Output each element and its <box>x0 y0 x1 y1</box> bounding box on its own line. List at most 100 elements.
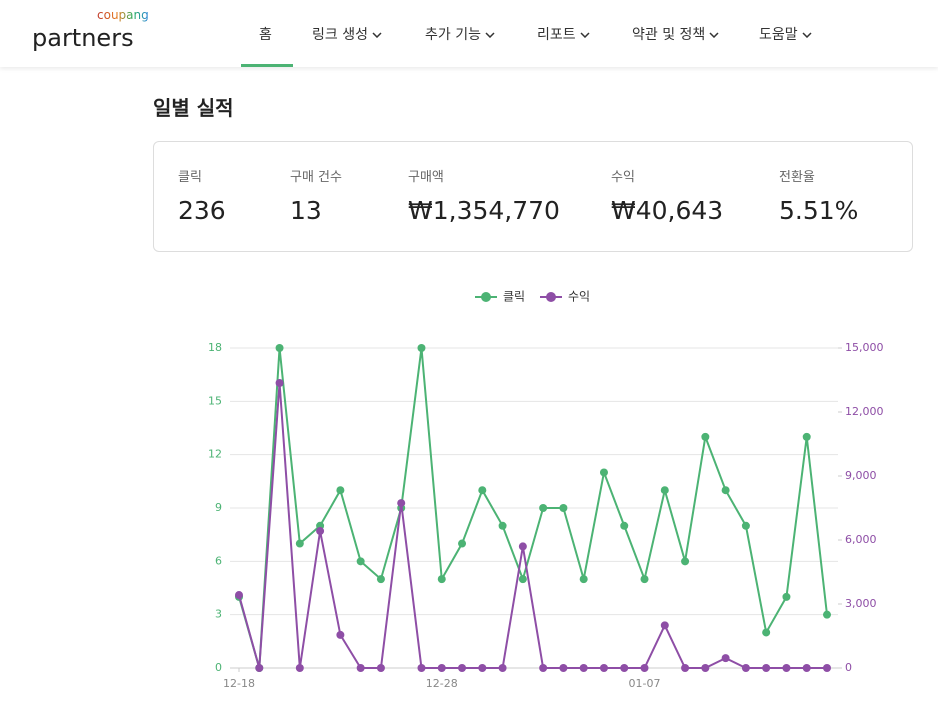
data-point <box>660 486 669 495</box>
stat-value: 236 <box>178 196 226 225</box>
data-point <box>782 664 791 672</box>
data-point <box>701 432 710 441</box>
y2-tick-label: 3,000 <box>845 597 877 610</box>
data-point <box>255 664 264 672</box>
data-point <box>640 664 649 672</box>
y2-tick-label: 15,000 <box>845 341 884 354</box>
y2-tick-label: 0 <box>845 661 852 674</box>
data-point <box>437 664 446 672</box>
y-tick-label: 9 <box>215 501 222 514</box>
data-point <box>741 664 750 672</box>
y-tick-label: 6 <box>215 554 222 567</box>
data-point <box>782 592 791 601</box>
data-point <box>559 664 568 672</box>
data-point <box>478 486 487 495</box>
nav-item[interactable]: 링크 생성 <box>312 24 382 44</box>
data-point <box>437 575 446 584</box>
nav-item[interactable]: 추가 기능 <box>425 24 495 44</box>
nav-label: 링크 생성 <box>312 27 368 43</box>
series-line <box>238 382 827 669</box>
y-tick-label: 3 <box>215 608 222 621</box>
data-point <box>823 664 831 672</box>
data-point <box>802 664 811 672</box>
data-point <box>336 486 345 495</box>
data-point <box>376 664 385 672</box>
data-point <box>498 664 507 672</box>
logo-text: partners <box>32 24 134 52</box>
y2-tick-label: 12,000 <box>845 405 884 418</box>
stat-value: ₩1,354,770 <box>408 196 560 225</box>
data-point <box>762 664 771 672</box>
data-point <box>681 664 690 672</box>
data-point <box>336 630 345 639</box>
data-point <box>802 432 811 441</box>
data-point <box>498 521 507 530</box>
y-tick-label: 18 <box>208 341 222 354</box>
data-point <box>458 539 467 548</box>
data-point <box>397 499 406 508</box>
data-point <box>275 344 284 352</box>
data-point <box>417 344 426 352</box>
stat-label: 수익 <box>611 170 635 185</box>
data-point <box>356 664 365 672</box>
page-title: 일별 실적 <box>153 96 234 120</box>
stat-value: ₩40,643 <box>611 196 724 225</box>
data-point <box>518 575 527 584</box>
data-point <box>681 557 690 566</box>
y-tick-label: 15 <box>208 394 222 407</box>
x-tick-label: 01-07 <box>629 677 661 690</box>
nav-label: 리포트 <box>537 27 576 43</box>
chart: 0 3 6 9 12 15 18 0 3,000 6,000 9,000 12,000 15,000 12… <box>208 290 884 691</box>
nav-label: 도움말 <box>759 27 798 43</box>
series-line <box>238 347 828 669</box>
data-point <box>721 654 730 663</box>
data-point <box>640 575 649 584</box>
nav-label: 약관 및 정책 <box>632 27 706 43</box>
data-point <box>599 468 608 477</box>
active-underline <box>241 64 293 67</box>
data-point <box>539 504 548 512</box>
data-point <box>458 664 467 672</box>
data-point <box>660 621 669 630</box>
data-point <box>376 575 385 584</box>
logo-top: coupang <box>97 8 149 22</box>
data-point <box>417 664 426 672</box>
data-point <box>741 521 750 530</box>
stat-value: 13 <box>290 196 322 225</box>
legend-dot <box>481 292 491 302</box>
legend-label: 수익 <box>568 290 590 304</box>
data-point <box>579 575 588 584</box>
nav-label: 추가 기능 <box>425 27 481 43</box>
x-tick-label: 12-28 <box>426 677 458 690</box>
stat-value: 5.51% <box>779 196 859 225</box>
nav-item[interactable]: 홈 <box>259 24 272 44</box>
data-point <box>316 527 325 536</box>
stat-label: 클릭 <box>178 170 202 185</box>
data-point <box>721 486 730 495</box>
y-tick-label: 12 <box>208 448 222 461</box>
y-tick-label: 0 <box>215 661 222 674</box>
y2-tick-label: 9,000 <box>845 469 877 482</box>
legend-label: 클릭 <box>503 290 525 304</box>
data-point <box>539 664 548 672</box>
data-point <box>295 664 304 672</box>
data-point <box>762 628 771 637</box>
x-tick-label: 12-18 <box>223 677 255 690</box>
nav-item[interactable]: 리포트 <box>537 24 590 44</box>
legend-dot <box>546 292 556 302</box>
stat-label: 구매액 <box>408 170 444 185</box>
nav-label: 홈 <box>259 27 272 43</box>
data-point <box>701 664 710 672</box>
data-point <box>559 504 568 512</box>
data-point <box>235 591 243 600</box>
data-point <box>275 378 284 387</box>
nav-item[interactable]: 약관 및 정책 <box>632 24 719 44</box>
data-point <box>356 557 365 566</box>
logo[interactable]: coupang partners <box>30 8 160 68</box>
data-point <box>620 521 629 530</box>
data-point <box>518 542 527 551</box>
stats-card: 클릭 236 구매 건수 13 구매액 ₩1,354,770 수익 ₩40,64… <box>153 141 913 252</box>
stat-label: 전환율 <box>779 170 815 185</box>
data-point <box>478 664 487 672</box>
nav-item[interactable]: 도움말 <box>759 24 812 44</box>
